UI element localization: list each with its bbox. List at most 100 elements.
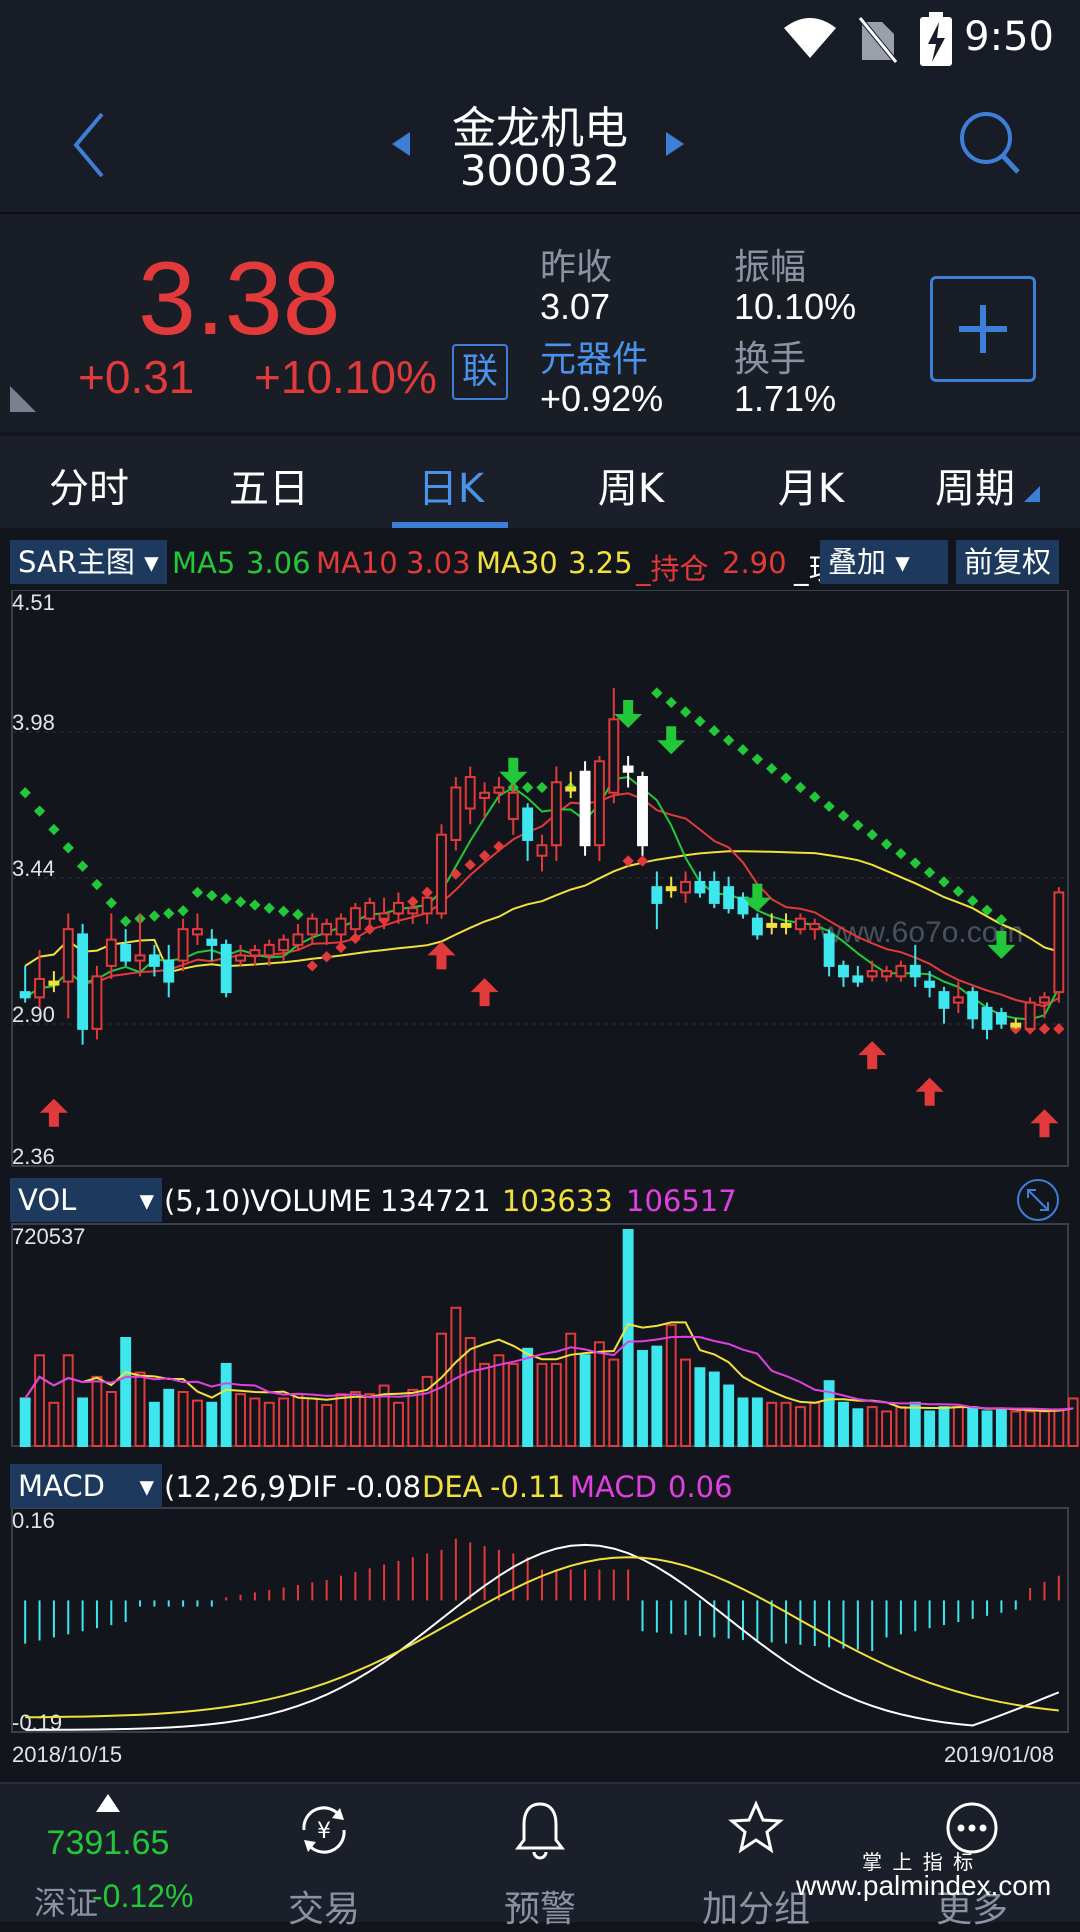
price-tick-label: 2.36 bbox=[12, 1144, 55, 1169]
nav-alert[interactable]: 预警 bbox=[432, 1784, 648, 1930]
adjust-button[interactable]: 前复权 bbox=[956, 540, 1060, 584]
nav-trade[interactable]: ¥ 交易 bbox=[216, 1784, 432, 1930]
volume-bar bbox=[866, 1406, 878, 1447]
volume-max-label: 720537 bbox=[12, 1224, 85, 1249]
macd-params: (12,26,9) bbox=[164, 1470, 298, 1504]
search-icon[interactable] bbox=[958, 110, 1022, 180]
ma30-label: MA30 bbox=[476, 546, 558, 580]
price-tick-label: 4.51 bbox=[12, 590, 55, 615]
index-change: -0.12% bbox=[92, 1878, 194, 1914]
candle-body bbox=[838, 964, 849, 978]
candle-body bbox=[794, 917, 806, 931]
nav-alert-label: 预警 bbox=[503, 1889, 576, 1930]
next-stock-icon[interactable] bbox=[664, 130, 686, 158]
caret-up-icon bbox=[96, 1794, 120, 1812]
volume-bar bbox=[493, 1354, 505, 1448]
candle-body bbox=[852, 975, 864, 983]
last-price: 3.38 bbox=[138, 241, 341, 357]
tab-monthly-k[interactable]: 月K bbox=[777, 466, 845, 512]
volume-bar bbox=[278, 1397, 290, 1447]
prev-stock-icon[interactable] bbox=[390, 130, 412, 158]
sar-dot bbox=[478, 850, 491, 862]
candle-body bbox=[278, 938, 290, 952]
volume-select[interactable]: VOL ▾ bbox=[10, 1178, 162, 1222]
chevron-down-icon: ▾ bbox=[895, 545, 910, 579]
volume-bar bbox=[823, 1380, 835, 1448]
volume-bar bbox=[19, 1397, 31, 1447]
tab-period[interactable]: 周期 bbox=[935, 466, 1015, 512]
candle-body bbox=[536, 844, 548, 857]
arrow-down-icon bbox=[657, 726, 686, 755]
volume-bar bbox=[1053, 1408, 1065, 1448]
price-change: +0.31 bbox=[78, 351, 195, 403]
sar-dot bbox=[277, 905, 290, 917]
volume-bar bbox=[77, 1397, 89, 1447]
macd-select[interactable]: MACD ▾ bbox=[10, 1464, 162, 1508]
volume-bar bbox=[120, 1337, 132, 1447]
candle-body bbox=[565, 786, 577, 792]
tab-five-day[interactable]: 五日 bbox=[229, 466, 309, 512]
volume-bar bbox=[550, 1362, 562, 1447]
volume-bar bbox=[708, 1371, 720, 1447]
ma30-line bbox=[24, 850, 1060, 974]
arrow-up-icon bbox=[427, 941, 456, 970]
volume-bar bbox=[105, 1391, 117, 1447]
candle-body bbox=[665, 886, 677, 892]
footer-watermark-url: www.palmindex.com bbox=[796, 1870, 1052, 1901]
turnover-value: 1.71% bbox=[734, 378, 837, 419]
kline-chart[interactable]: 4.51 3.98 3.44 2.90 2.36 www.6o7o.com 72… bbox=[0, 590, 1080, 1780]
volume-bar bbox=[34, 1354, 45, 1448]
status-time: 9:50 bbox=[964, 14, 1054, 60]
back-icon[interactable] bbox=[70, 110, 110, 180]
index-value: 7391.65 bbox=[46, 1824, 170, 1862]
svg-text:¥: ¥ bbox=[317, 1819, 331, 1844]
candle-body bbox=[493, 786, 505, 794]
ma30-path bbox=[24, 850, 1060, 974]
tab-daily-k[interactable]: 日K bbox=[417, 466, 485, 512]
sar-dot bbox=[1053, 1023, 1065, 1035]
candlesticks bbox=[19, 687, 1065, 1045]
link-button[interactable]: 联 bbox=[452, 344, 508, 400]
sar-dot bbox=[952, 885, 964, 898]
volume-bar bbox=[507, 1362, 519, 1447]
prev-close-label: 昨收 bbox=[540, 247, 613, 288]
sector-label[interactable]: 元器件 bbox=[540, 339, 649, 380]
sar-dot bbox=[191, 886, 204, 899]
volume-bar bbox=[263, 1401, 275, 1447]
main-indicator-select[interactable]: SAR主图 ▾ bbox=[10, 540, 167, 584]
sar-dot bbox=[622, 855, 634, 867]
sar-dot bbox=[335, 941, 347, 954]
candle-body bbox=[62, 928, 74, 983]
tab-weekly-k[interactable]: 周K bbox=[597, 466, 665, 512]
nav-index-ticker[interactable]: 7391.65 深证 -0.12% bbox=[0, 1784, 216, 1922]
volume-bar bbox=[579, 1354, 591, 1448]
price-change-pct: +10.10% bbox=[254, 351, 437, 403]
candle-body bbox=[1010, 1022, 1022, 1028]
volume-bar bbox=[780, 1401, 792, 1447]
macd-select-label: MACD bbox=[18, 1469, 105, 1503]
volume-bar bbox=[292, 1393, 304, 1447]
add-watchlist-button[interactable] bbox=[930, 276, 1036, 382]
macd-histogram bbox=[24, 1538, 1060, 1731]
sar-dot bbox=[91, 878, 103, 891]
sar-dot bbox=[866, 829, 878, 841]
volume-bar bbox=[335, 1393, 347, 1447]
volume-bar bbox=[608, 1358, 620, 1447]
candle-body bbox=[723, 886, 735, 910]
volume-ma10-path bbox=[24, 1335, 1074, 1411]
start-date-label: 2018/10/15 bbox=[12, 1742, 122, 1767]
macd-indicator-bar: MACD ▾ (12,26,9) DIF -0.08 DEA -0.11 MAC… bbox=[0, 1460, 1080, 1510]
sar-dot bbox=[249, 899, 261, 911]
expand-icon[interactable] bbox=[1016, 1178, 1060, 1222]
candle-body bbox=[924, 980, 936, 988]
tab-intraday[interactable]: 分时 bbox=[49, 466, 129, 512]
bell-icon bbox=[515, 1802, 565, 1860]
candle-body bbox=[163, 959, 175, 983]
sar-dot bbox=[177, 905, 189, 917]
overlay-select[interactable]: 叠加 ▾ bbox=[820, 540, 948, 584]
sar-dot bbox=[105, 897, 117, 909]
sar-dot bbox=[450, 868, 462, 880]
volume-bar bbox=[407, 1388, 419, 1448]
volume-bar bbox=[995, 1408, 1007, 1448]
dif-label: DIF bbox=[290, 1470, 338, 1504]
